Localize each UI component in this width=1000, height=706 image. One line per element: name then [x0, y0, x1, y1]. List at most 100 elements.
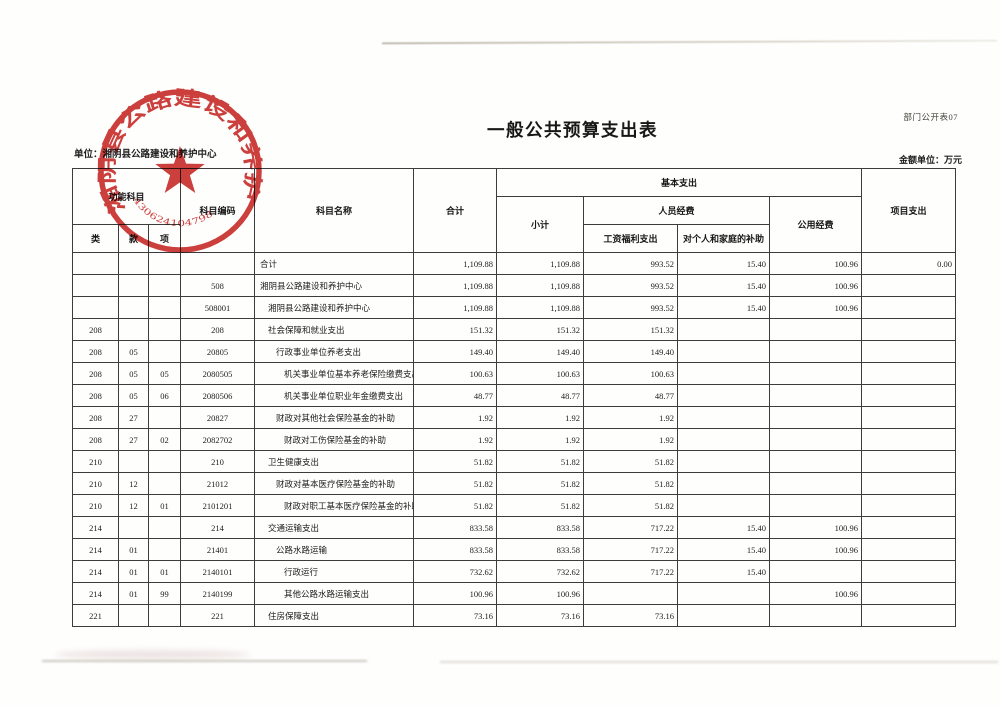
header-family-subsidy: 对个人和家庭的补助 [677, 224, 770, 253]
header-total: 合计 [413, 168, 497, 253]
cell-section [118, 450, 149, 473]
cell-item: 01 [148, 494, 181, 517]
cell-salary-welfare: 993.52 [583, 252, 678, 275]
header-personnel-funds: 人员经费 [583, 196, 770, 225]
cell-subject-code: 2101201 [180, 494, 255, 517]
cell-total: 51.82 [413, 450, 497, 473]
cell-public-funds [768, 340, 863, 363]
cell-section: 01 [118, 582, 149, 605]
cell-family-subsidy [677, 340, 770, 363]
cell-salary-welfare: 51.82 [583, 472, 678, 495]
cell-subject-name: 合计 [254, 252, 414, 275]
budget-table: 功能科目 科目编码 科目名称 合计 基本支出 项目支出 小计 人员经费 公用经费… [72, 168, 957, 627]
cell-family-subsidy [677, 406, 770, 429]
cell-subject-name: 财政对基本医疗保险基金的补助 [254, 472, 414, 495]
cell-salary-welfare: 993.52 [583, 296, 678, 319]
cell-subtotal: 51.82 [496, 494, 584, 517]
cell-subject-name: 住房保障支出 [254, 604, 414, 627]
cell-class: 208 [72, 384, 119, 407]
cell-class: 210 [72, 472, 119, 495]
seal-number-text: 430624104798 [130, 196, 215, 230]
cell-subtotal: 51.82 [496, 472, 584, 495]
cell-project-expenditure [861, 428, 957, 451]
cell-family-subsidy [677, 428, 770, 451]
cell-class [72, 296, 119, 319]
cell-salary-welfare: 48.77 [583, 384, 678, 407]
cell-salary-welfare: 1.92 [583, 428, 678, 451]
cell-class: 208 [72, 362, 119, 385]
cell-item [148, 274, 181, 297]
cell-item [148, 340, 181, 363]
cell-total: 51.82 [413, 472, 497, 495]
cell-class: 221 [72, 604, 119, 627]
table-row: 208 05 06 2080506 机关事业单位职业年金缴费支出 48.77 4… [72, 384, 957, 407]
cell-public-funds [768, 560, 863, 583]
cell-subtotal: 1.92 [496, 406, 584, 429]
cell-project-expenditure [861, 582, 957, 605]
seal-ring [98, 89, 262, 253]
cell-project-expenditure [861, 604, 957, 627]
cell-subject-name: 其他公路水路运输支出 [254, 582, 414, 605]
cell-section [118, 516, 149, 539]
cell-project-expenditure [861, 296, 957, 319]
table-row: 208 208 社会保障和就业支出 151.32 151.32 151.32 [72, 318, 957, 341]
cell-subtotal: 149.40 [496, 340, 584, 363]
cell-item: 01 [148, 560, 181, 583]
cell-section: 12 [118, 472, 149, 495]
paper-edge-smudge [55, 650, 250, 659]
cell-public-funds [768, 604, 863, 627]
table-row: 208 05 20805 行政事业单位养老支出 149.40 149.40 14… [72, 340, 957, 363]
table-row: 210 12 01 2101201 财政对职工基本医疗保险基金的补助 51.82… [72, 494, 957, 517]
cell-item [148, 604, 181, 627]
cell-class: 214 [72, 516, 119, 539]
cell-salary-welfare: 151.32 [583, 318, 678, 341]
cell-class: 214 [72, 560, 119, 583]
cell-section [118, 296, 149, 319]
cell-subject-code: 210 [180, 450, 255, 473]
cell-subject-name: 交通运输支出 [254, 516, 414, 539]
paper-edge-bottom-left [42, 660, 367, 662]
cell-project-expenditure [861, 450, 957, 473]
cell-item: 05 [148, 362, 181, 385]
cell-subtotal: 48.77 [496, 384, 584, 407]
cell-subject-code: 2080506 [180, 384, 255, 407]
cell-subtotal: 100.63 [496, 362, 584, 385]
cell-section: 12 [118, 494, 149, 517]
table-row: 208 05 05 2080505 机关事业单位基本养老保险缴费支出 100.6… [72, 362, 957, 385]
cell-class: 214 [72, 538, 119, 561]
cell-salary-welfare: 51.82 [583, 494, 678, 517]
header-public-funds: 公用经费 [768, 196, 863, 253]
paper-edge-top [381, 39, 998, 45]
cell-item: 99 [148, 582, 181, 605]
cell-family-subsidy: 15.40 [677, 252, 770, 275]
cell-family-subsidy: 15.40 [677, 538, 770, 561]
cell-total: 732.62 [413, 560, 497, 583]
cell-class: 210 [72, 450, 119, 473]
cell-subject-code: 508 [180, 274, 255, 297]
table-row: 210 12 21012 财政对基本医疗保险基金的补助 51.82 51.82 … [72, 472, 957, 495]
table-row: 221 221 住房保障支出 73.16 73.16 73.16 [72, 604, 957, 627]
cell-subject-name: 卫生健康支出 [254, 450, 414, 473]
cell-subtotal: 833.58 [496, 538, 584, 561]
cell-subtotal: 1.92 [496, 428, 584, 451]
cell-total: 1.92 [413, 406, 497, 429]
table-row: 208 27 02 2082702 财政对工伤保险基金的补助 1.92 1.92… [72, 428, 957, 451]
cell-salary-welfare: 73.16 [583, 604, 678, 627]
cell-subject-name: 机关事业单位职业年金缴费支出 [254, 384, 414, 407]
cell-salary-welfare [583, 582, 678, 605]
cell-total: 1,109.88 [413, 296, 497, 319]
cell-public-funds: 100.96 [768, 274, 863, 297]
cell-section: 01 [118, 560, 149, 583]
cell-family-subsidy: 15.40 [677, 516, 770, 539]
cell-item [148, 450, 181, 473]
cell-salary-welfare: 993.52 [583, 274, 678, 297]
cell-subject-code: 21401 [180, 538, 255, 561]
cell-subject-code: 2080505 [180, 362, 255, 385]
cell-item [148, 516, 181, 539]
cell-subtotal: 1,109.88 [496, 252, 584, 275]
cell-project-expenditure [861, 560, 957, 583]
cell-subtotal: 100.96 [496, 582, 584, 605]
cell-project-expenditure [861, 384, 957, 407]
cell-subject-name: 财政对工伤保险基金的补助 [254, 428, 414, 451]
